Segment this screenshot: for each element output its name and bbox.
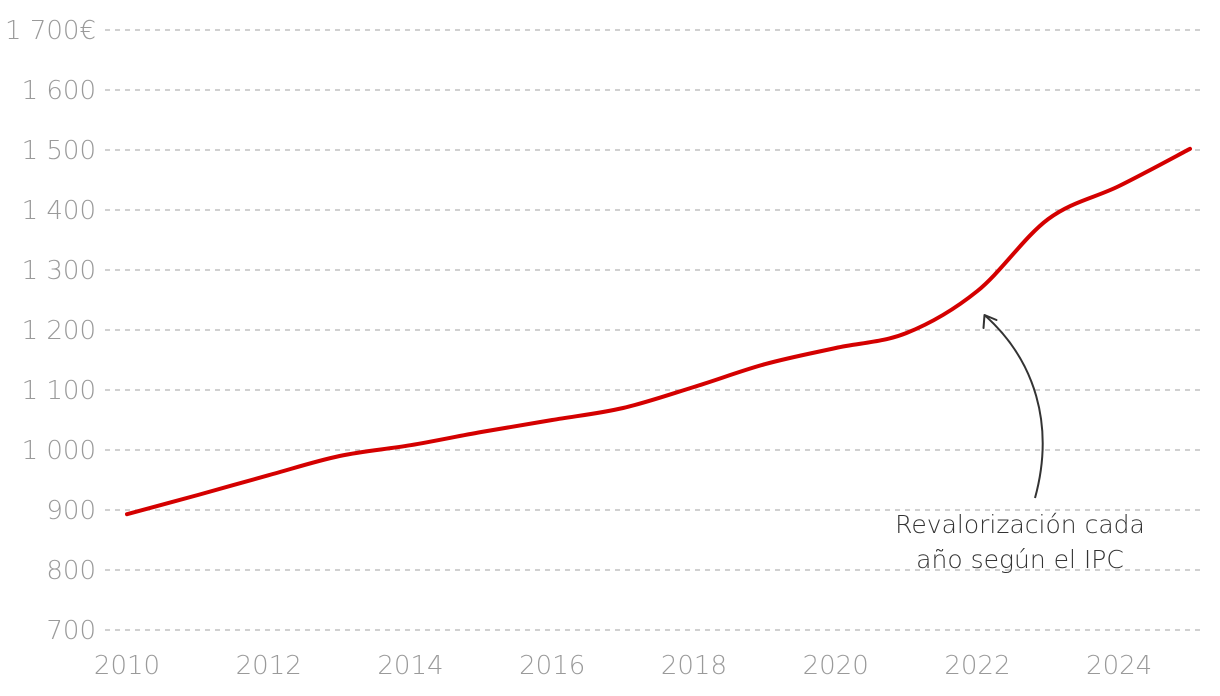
y-tick-label: 1 300 bbox=[22, 256, 96, 286]
x-tick-label: 2012 bbox=[236, 651, 302, 681]
y-tick-label: 1 600 bbox=[22, 76, 96, 106]
y-tick-label: 1 400 bbox=[22, 196, 96, 226]
y-tick-label: 900 bbox=[46, 496, 96, 526]
y-tick-label: 1 200 bbox=[22, 316, 96, 346]
x-tick-label: 2016 bbox=[519, 651, 585, 681]
annotation-arrow-head bbox=[982, 314, 998, 329]
x-tick-label: 2024 bbox=[1086, 651, 1152, 681]
y-axis-ticks: 700 800 900 1 000 1 100 1 200 1 300 1 400 1 500 1… bbox=[5, 16, 96, 646]
y-tick-label: 800 bbox=[46, 556, 96, 586]
y-tick-label: 700 bbox=[46, 616, 96, 646]
annotation-line-1: Revalorización cada bbox=[895, 510, 1145, 539]
y-tick-label: 1 700€ bbox=[5, 16, 96, 46]
y-tick-label: 1 000 bbox=[22, 436, 96, 466]
y-tick-label: 1 500 bbox=[22, 136, 96, 166]
x-axis-ticks: 2010 2012 2014 2016 2018 2020 2022 2024 bbox=[94, 651, 1152, 681]
x-tick-label: 2020 bbox=[803, 651, 869, 681]
x-tick-label: 2010 bbox=[94, 651, 160, 681]
x-tick-label: 2014 bbox=[377, 651, 443, 681]
annotation-arrow bbox=[983, 314, 1044, 499]
x-tick-label: 2022 bbox=[944, 651, 1010, 681]
y-tick-label: 1 100 bbox=[22, 376, 96, 406]
x-tick-label: 2018 bbox=[661, 651, 727, 681]
annotation-line-2: año según el IPC bbox=[916, 545, 1124, 574]
gridlines bbox=[105, 29, 1205, 631]
series-line bbox=[125, 146, 1192, 517]
